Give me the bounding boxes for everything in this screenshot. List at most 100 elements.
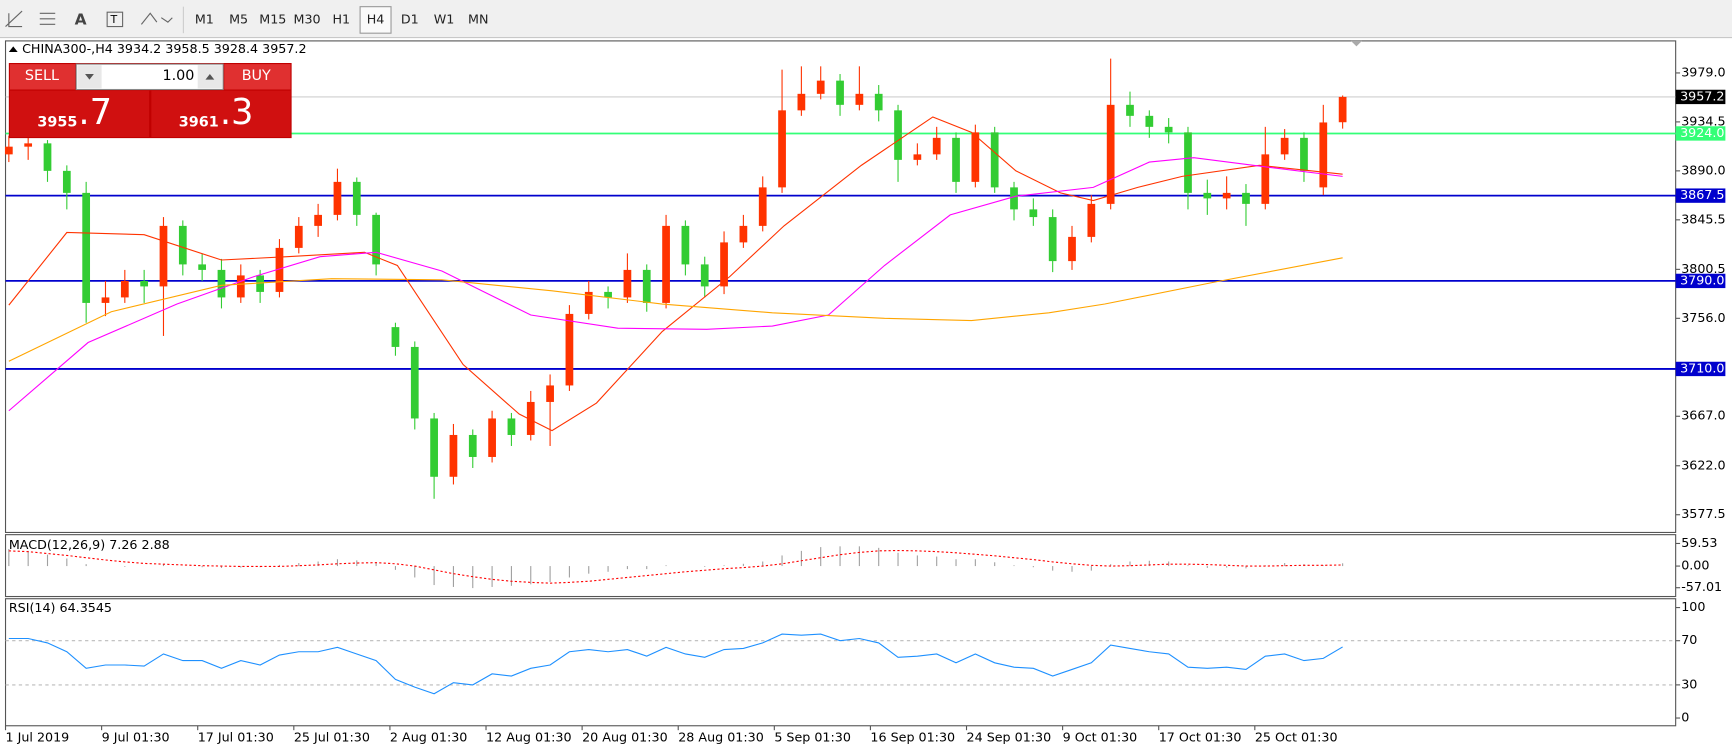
candle-body bbox=[1087, 203, 1096, 237]
shift-marker bbox=[1350, 40, 1362, 47]
candle-body bbox=[1280, 137, 1289, 155]
level-label-box bbox=[1675, 361, 1726, 377]
candle-body bbox=[391, 327, 400, 347]
candle-body bbox=[1126, 104, 1134, 116]
candle-body bbox=[971, 132, 980, 182]
candle-body bbox=[604, 291, 612, 298]
candle-body bbox=[101, 297, 110, 303]
buy-button[interactable] bbox=[224, 64, 291, 90]
level-label-box bbox=[1675, 273, 1726, 289]
timeframe-button[interactable]: H1 bbox=[333, 11, 351, 26]
candle-body bbox=[1048, 217, 1057, 262]
candle-body bbox=[449, 434, 458, 477]
sell-button[interactable] bbox=[9, 64, 76, 90]
x-tick-label: 25 Jul 01:30 bbox=[294, 729, 370, 744]
timeframe-button[interactable]: H4 bbox=[367, 11, 385, 26]
candle-body bbox=[952, 137, 960, 182]
candle-body bbox=[24, 143, 33, 147]
candle-body bbox=[43, 143, 52, 171]
candle-body bbox=[758, 187, 767, 226]
rsi-title: RSI(14) 64.3545 bbox=[9, 600, 112, 615]
timeframe-button[interactable]: M5 bbox=[229, 11, 248, 26]
candle-body bbox=[797, 93, 806, 111]
tool-label[interactable]: A bbox=[75, 10, 87, 28]
collapse-icon bbox=[8, 46, 18, 52]
level-label: 3710.0 bbox=[1680, 360, 1724, 375]
text-tool-label: T bbox=[109, 13, 117, 26]
candle-body bbox=[198, 264, 207, 270]
candle-body bbox=[1010, 187, 1018, 210]
x-tick-label: 17 Oct 01:30 bbox=[1159, 729, 1242, 744]
candle-body bbox=[778, 110, 786, 188]
candle-body bbox=[565, 313, 574, 386]
candle-body bbox=[1164, 126, 1173, 133]
candle-body bbox=[4, 146, 13, 155]
lines-icon bbox=[39, 12, 56, 25]
x-tick-label: 25 Oct 01:30 bbox=[1255, 729, 1338, 744]
y-tick-label: 3800.5 bbox=[1681, 261, 1725, 276]
lot-value[interactable]: 1.00 bbox=[162, 68, 194, 84]
y-tick-label: 3979.0 bbox=[1681, 64, 1725, 79]
y-tick-label: 3577.5 bbox=[1681, 506, 1725, 521]
x-tick-label: 1 Jul 2019 bbox=[6, 729, 70, 744]
timeframe-button[interactable]: MN bbox=[468, 11, 488, 26]
x-tick-label: 24 Sep 01:30 bbox=[967, 729, 1052, 744]
macd-signal bbox=[8, 549, 1343, 584]
candle-body bbox=[874, 93, 883, 111]
down-arrow bbox=[85, 74, 94, 80]
x-tick-label: 12 Aug 01:30 bbox=[486, 729, 572, 744]
sell-label[interactable]: SELL bbox=[25, 68, 59, 84]
candle-body bbox=[314, 214, 322, 226]
candle-body bbox=[488, 418, 496, 457]
timeframe-button[interactable]: M1 bbox=[195, 11, 214, 26]
timeframe-button[interactable]: M15 bbox=[259, 11, 286, 26]
candle-body bbox=[468, 434, 477, 457]
y-tick-label: 100 bbox=[1681, 599, 1705, 614]
candle-body bbox=[1338, 96, 1347, 123]
timeframe-button[interactable]: D1 bbox=[401, 11, 419, 26]
candle-body bbox=[526, 401, 535, 435]
candle-body bbox=[894, 110, 902, 160]
candle-body bbox=[1145, 115, 1154, 127]
moving-average bbox=[8, 157, 1343, 412]
toolbar bbox=[0, 0, 1732, 38]
candle-body bbox=[1068, 236, 1076, 262]
toolbar-icons bbox=[5, 6, 184, 34]
x-tick-label: 28 Aug 01:30 bbox=[678, 729, 764, 744]
candle-body bbox=[623, 269, 632, 298]
timeframe-button[interactable]: W1 bbox=[434, 11, 455, 26]
candle-body bbox=[1029, 209, 1038, 218]
bid-box[interactable] bbox=[9, 90, 150, 138]
crosshair-icon bbox=[5, 10, 23, 28]
candle-body bbox=[120, 280, 129, 298]
candle-body bbox=[1242, 192, 1250, 204]
buy-label[interactable]: BUY bbox=[242, 68, 271, 84]
x-tick-label: 2 Aug 01:30 bbox=[390, 729, 467, 744]
y-tick-label: 3622.0 bbox=[1681, 457, 1725, 472]
macd-title: MACD(12,26,9) 7.26 2.88 bbox=[9, 537, 170, 552]
candle-body bbox=[82, 192, 91, 303]
active-timeframe bbox=[359, 6, 392, 34]
candle-body bbox=[990, 132, 999, 188]
candle-body bbox=[1106, 104, 1115, 204]
candle-body bbox=[62, 170, 71, 193]
candle-body bbox=[1261, 154, 1270, 204]
ask-frac: .3 bbox=[220, 92, 254, 133]
level-label: 3924.0 bbox=[1680, 125, 1724, 140]
ask-box[interactable] bbox=[151, 90, 291, 138]
y-tick-label: 3756.0 bbox=[1681, 310, 1725, 325]
level-label: 3867.5 bbox=[1680, 187, 1724, 202]
candle-body bbox=[720, 242, 728, 287]
candle-body bbox=[1300, 137, 1308, 171]
x-tick-label: 17 Jul 01:30 bbox=[198, 729, 274, 744]
candle-body bbox=[294, 225, 303, 248]
chart-title: CHINA300-,H4 3934.2 3958.5 3928.4 3957.2 bbox=[22, 41, 306, 56]
candle-body bbox=[1222, 192, 1231, 199]
candle-body bbox=[913, 154, 922, 160]
timeframe-button[interactable]: M30 bbox=[294, 11, 321, 26]
candle-body bbox=[584, 291, 593, 314]
rsi-line bbox=[8, 633, 1343, 695]
x-tick-label: 20 Aug 01:30 bbox=[582, 729, 668, 744]
